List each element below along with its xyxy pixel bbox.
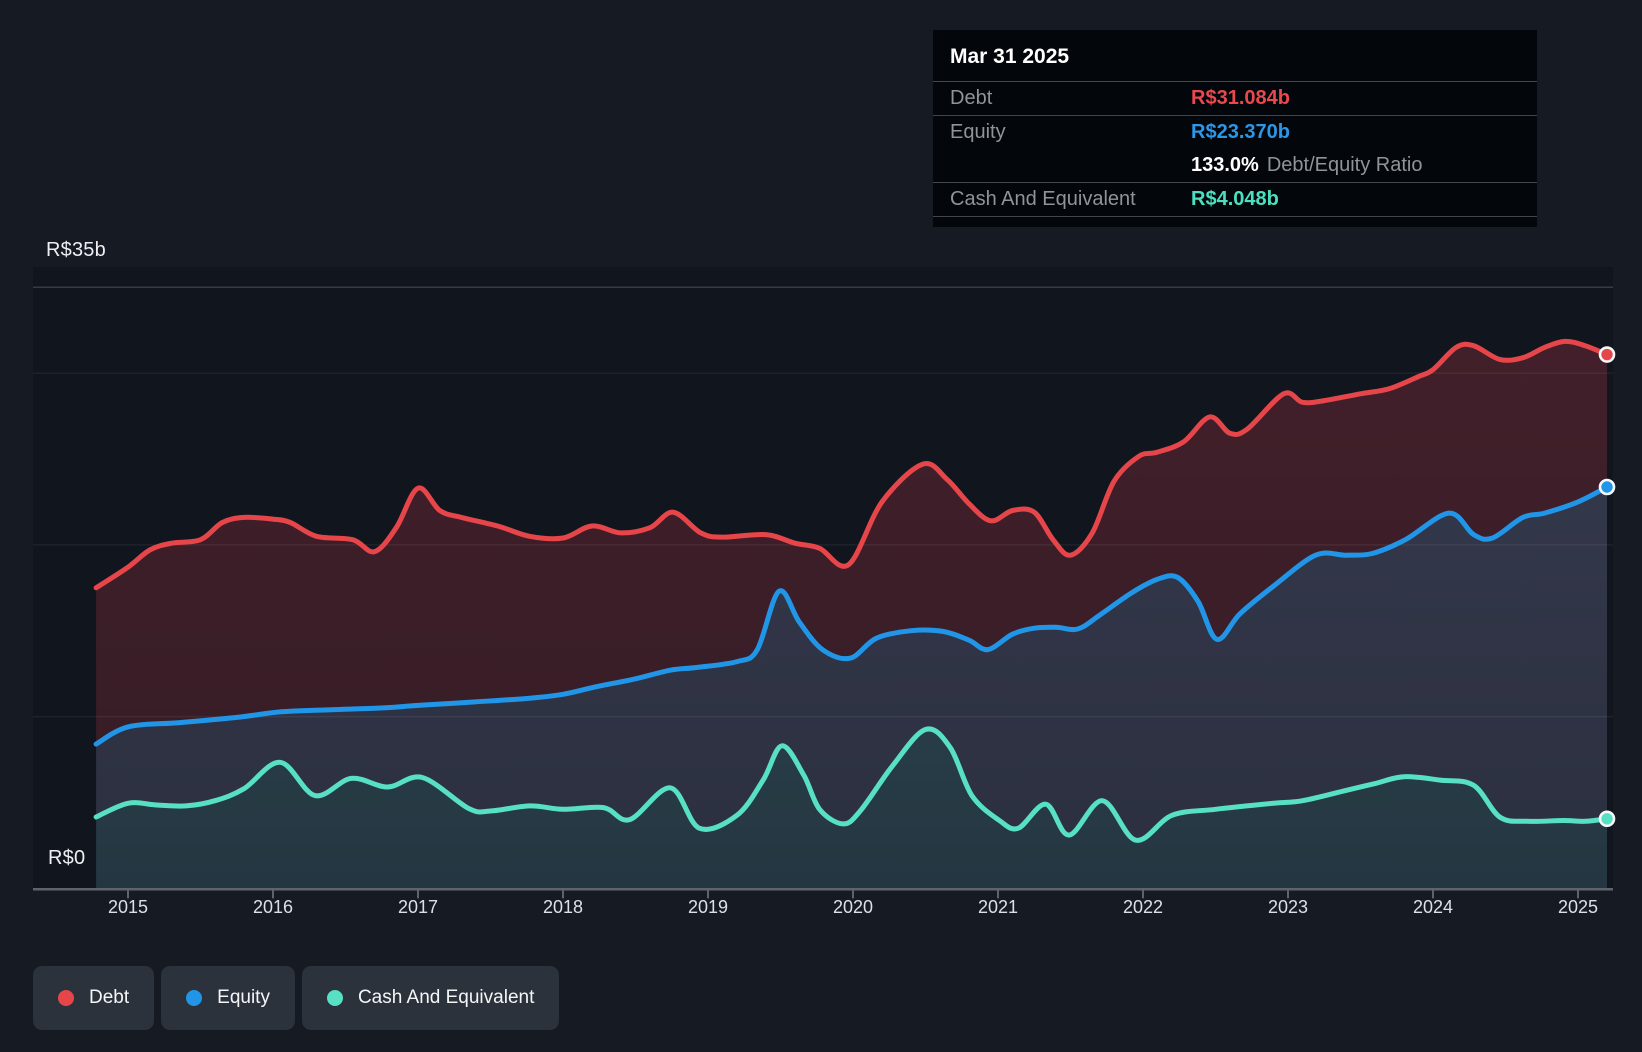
legend-item-debt[interactable]: Debt (33, 966, 155, 1030)
tooltip-row-debt: Debt R$31.084b (933, 82, 1537, 116)
x-axis-year-label: 2024 (1412, 897, 1454, 917)
legend-item-equity[interactable]: Equity (161, 966, 295, 1030)
tooltip-equity-value: R$23.370b (1191, 121, 1290, 143)
legend-equity-label: Equity (217, 987, 270, 1008)
chart-tooltip: Mar 31 2025 Debt R$31.084b Equity R$23.3… (933, 30, 1537, 227)
equity-endpoint-marker[interactable] (1598, 478, 1616, 496)
y-axis-label-zero: R$0 (48, 847, 86, 869)
x-axis-year-label: 2019 (687, 897, 729, 917)
cash-endpoint-marker[interactable] (1598, 810, 1616, 828)
tooltip-equity-label: Equity (950, 121, 1006, 143)
x-axis-year-label: 2022 (1122, 897, 1164, 917)
cash-area (96, 728, 1608, 889)
x-axis-year-label: 2016 (252, 897, 294, 917)
x-axis-year-label: 2025 (1557, 897, 1599, 917)
tooltip-row-ratio: 133.0% Debt/Equity Ratio (933, 149, 1537, 183)
tooltip-cash-value: R$4.048b (1191, 188, 1279, 210)
tooltip-debt-label: Debt (950, 87, 993, 109)
tooltip-date: Mar 31 2025 (933, 30, 1537, 82)
tooltip-cash-label: Cash And Equivalent (950, 188, 1136, 210)
tooltip-row-cash: Cash And Equivalent R$4.048b (933, 183, 1537, 217)
chart-legend: Debt Equity Cash And Equivalent (33, 966, 560, 1030)
tooltip-debt-value: R$31.084b (1191, 87, 1290, 109)
tooltip-row-equity: Equity R$23.370b (933, 116, 1537, 149)
debt-area (96, 341, 1608, 745)
debt-series-dot-icon (58, 990, 74, 1006)
x-axis-year-label: 2017 (397, 897, 439, 917)
x-axis-year-label: 2020 (832, 897, 874, 917)
equity-area (96, 487, 1608, 841)
cash-line (93, 726, 1610, 843)
legend-item-cash[interactable]: Cash And Equivalent (301, 966, 560, 1030)
debt-line (93, 338, 1610, 591)
legend-cash-label: Cash And Equivalent (357, 987, 535, 1008)
x-axis-year-label: 2021 (977, 897, 1019, 917)
tooltip-ratio-label: Debt/Equity Ratio (1266, 154, 1423, 176)
x-axis-year-label: 2015 (107, 897, 149, 917)
x-axis-year-label: 2018 (542, 897, 584, 917)
legend-debt-label: Debt (89, 987, 130, 1008)
x-axis-year-label: 2023 (1267, 897, 1309, 917)
debt-endpoint-marker[interactable] (1598, 346, 1616, 363)
cash-series-dot-icon (326, 990, 343, 1006)
tooltip-ratio-value: 133.0% (1191, 154, 1259, 176)
equity-series-dot-icon (186, 990, 203, 1006)
y-axis-label-max: R$35b (46, 239, 106, 261)
equity-line (93, 484, 1610, 747)
